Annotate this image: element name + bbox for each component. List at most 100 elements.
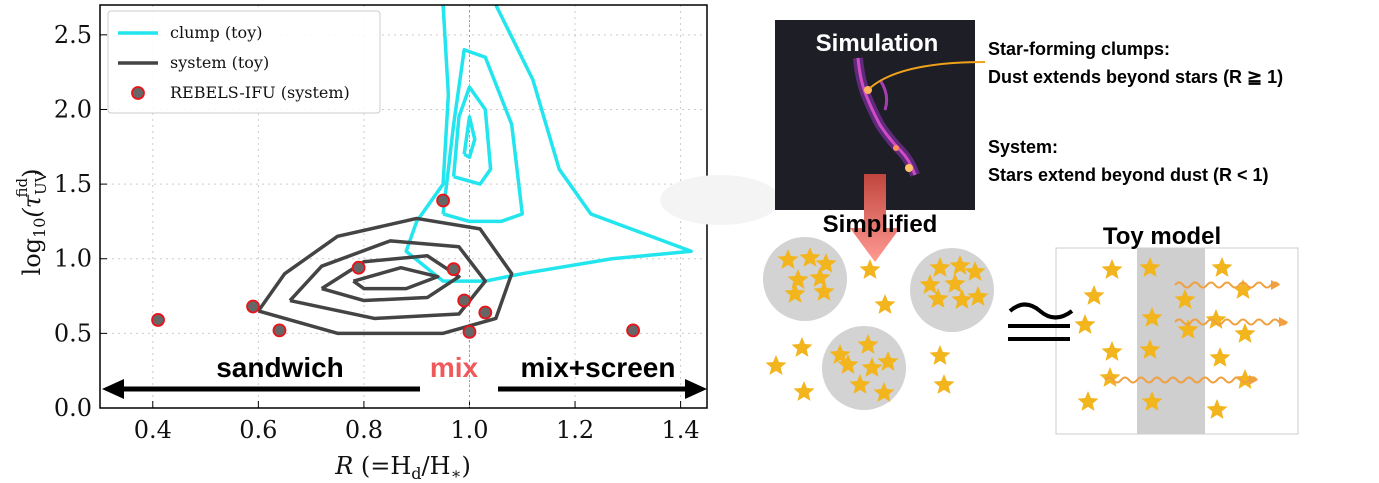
y-tick-label: 1.0	[54, 245, 92, 273]
x-tick-label: 1.0	[450, 416, 488, 444]
clumps-text: Dust extends beyond stars (R ≧ 1)	[988, 67, 1283, 87]
y-label-part: )	[18, 169, 46, 178]
star	[829, 344, 851, 364]
legend-box	[107, 10, 381, 114]
star	[873, 382, 895, 402]
point	[626, 323, 641, 338]
contour	[352, 265, 440, 291]
star	[784, 283, 806, 303]
simulation-structure	[853, 57, 920, 177]
point	[436, 193, 450, 208]
star	[813, 281, 835, 301]
star	[967, 286, 989, 306]
ray-head	[1271, 280, 1280, 290]
approx-symbol	[1008, 302, 1074, 341]
ray	[1174, 318, 1288, 326]
point	[446, 262, 461, 277]
star	[933, 374, 955, 394]
regime-arrows	[102, 379, 707, 399]
star	[1074, 314, 1096, 334]
star	[1209, 347, 1231, 367]
simulation-label: Simulation	[816, 30, 939, 57]
x-label-part: )	[461, 452, 470, 480]
x-label-part: /H	[422, 452, 451, 480]
star	[964, 261, 986, 281]
star	[1101, 259, 1123, 279]
contour	[320, 254, 461, 303]
annotation: mix+screen	[521, 352, 676, 383]
star	[849, 374, 871, 394]
star	[1139, 257, 1161, 277]
simplify-arrow	[850, 174, 900, 262]
y-tick-label: 0.5	[54, 319, 92, 347]
star	[791, 337, 813, 357]
clumps-title: Star-forming clumps:	[988, 39, 1170, 59]
y-tick-label: 1.5	[54, 170, 92, 198]
simplified-label: Simplified	[823, 211, 938, 238]
x-axis-label: R (=Hd/H∗)	[334, 452, 471, 483]
y-label-part: log	[18, 238, 46, 276]
star	[857, 334, 879, 354]
contour	[441, 48, 525, 224]
x-tick-label: 0.6	[239, 416, 277, 444]
x-label-part: ∗	[451, 464, 462, 483]
arrow-head	[685, 379, 707, 399]
point	[151, 313, 165, 327]
contour	[462, 115, 477, 159]
x-tick-label: 0.8	[345, 416, 383, 444]
contour	[451, 85, 493, 186]
x-label-part: d	[411, 464, 421, 483]
star	[815, 253, 837, 273]
legend-label: system (toy)	[170, 53, 269, 72]
y-axis-label: log10(τUVfid)	[13, 169, 50, 276]
x-label-part: (=H	[353, 452, 411, 480]
y-tick-label: 2.0	[54, 95, 92, 123]
y-label-part: (τ	[18, 194, 46, 217]
x-tick-label: 1.2	[556, 416, 594, 444]
star	[799, 247, 821, 267]
contour	[404, 5, 693, 283]
star	[951, 289, 973, 309]
chart: 0.4 0.6 0.8 1.0 1.2 1.4 0.0 0.5 1.0 1.5 2.0 2.5 clum…	[54, 4, 708, 444]
shadow	[660, 175, 780, 225]
star	[809, 267, 831, 287]
legend-label: clump (toy)	[170, 23, 262, 42]
star	[929, 257, 951, 277]
star	[877, 351, 899, 371]
star	[1141, 391, 1163, 411]
diagram: Simulation Star-forming clumps: Dust ext…	[660, 20, 1299, 435]
annotation: sandwich	[216, 352, 344, 383]
toy-label: Toy model	[1103, 223, 1221, 250]
y-label-part: UV	[32, 170, 50, 195]
star	[874, 294, 896, 314]
star	[927, 288, 949, 308]
star	[1139, 339, 1161, 359]
point	[351, 260, 366, 275]
star	[765, 355, 787, 375]
system-title: System:	[988, 137, 1058, 157]
star	[1101, 341, 1123, 361]
pointer-line	[869, 61, 986, 89]
y-label-part: fid	[13, 177, 31, 197]
star	[1083, 285, 1105, 305]
star	[1077, 391, 1099, 411]
star	[787, 269, 809, 289]
arrow-head	[102, 379, 124, 399]
y-label-part: 10	[30, 218, 49, 238]
star	[1174, 289, 1196, 309]
star	[919, 274, 941, 294]
annotation: mix	[430, 352, 479, 383]
legend-label: REBELS-IFU (system)	[170, 83, 350, 102]
system-text: Stars extend beyond dust (R < 1)	[988, 165, 1269, 185]
ray	[1174, 281, 1280, 289]
star	[929, 345, 951, 365]
contour	[288, 239, 488, 321]
x-tick-label: 1.4	[662, 416, 700, 444]
point	[272, 323, 287, 338]
point	[246, 299, 260, 314]
rays	[1104, 280, 1288, 385]
contour	[256, 216, 514, 336]
x-tick-label: 0.4	[134, 416, 172, 444]
ray-head	[1279, 317, 1288, 327]
